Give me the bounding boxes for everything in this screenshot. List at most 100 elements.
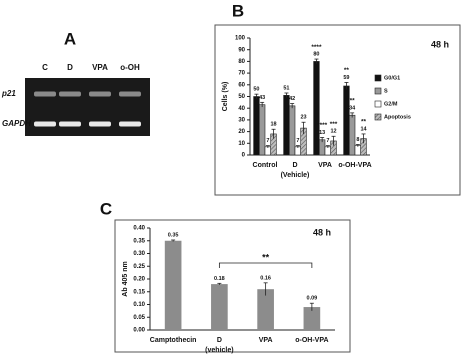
value-label: 80 [313,52,319,58]
value-label: 43 [259,95,265,101]
chart-title: 48 h [313,227,331,237]
error-bar [263,282,268,296]
x-tick-label: D [292,162,297,169]
bar [253,96,260,156]
significance: **** [311,44,322,51]
error-bar [284,92,289,98]
significance: ** [350,98,356,105]
bar [264,146,271,156]
band [34,91,56,97]
legend-swatch [374,74,382,82]
row-label: p21 [1,89,16,98]
error-bar [314,58,319,64]
y-tick-label: 40 [238,106,245,112]
y-tick-label: 0.20 [133,277,145,283]
y-tick-label: 30 [238,117,245,123]
error-bar [350,112,355,118]
x-tick-label: Control [253,162,278,169]
legend-swatch [374,113,382,121]
y-axis-label: Ab 405 nm [122,261,129,296]
error-bar [271,128,276,139]
y-tick-label: 100 [235,36,246,42]
value-label: 7 [326,138,329,144]
frame [214,24,461,196]
band [119,121,141,127]
value-label: 0.35 [168,232,179,238]
bar [283,95,290,156]
bracket [218,262,313,268]
y-tick-label: 0.15 [133,289,145,295]
lane-label: VPA [92,63,108,72]
panel-label: C [100,199,112,218]
x-tick-label: VPA [318,162,332,169]
error-bar [331,135,336,146]
bar [324,146,331,156]
error-bar [361,133,366,144]
bar [354,145,361,156]
y-tick-label: 90 [238,47,245,53]
bar [211,284,228,330]
band [59,91,81,97]
bar [348,114,356,156]
frame [114,219,351,353]
value-label: 0.09 [307,296,318,302]
band [89,91,111,97]
value-label: 51 [283,85,289,91]
error-bar [320,137,325,143]
lane-label: C [42,63,48,72]
error-bar [290,103,295,109]
value-label: 7 [296,138,299,144]
y-tick-label: 60 [238,82,245,88]
legend-swatch [374,87,382,95]
y-tick-label: 10 [238,141,245,147]
x-tick-label: Camptothecin [150,337,197,344]
x-tick-label: o-OH-VPA [338,162,371,169]
value-label: 42 [289,96,295,102]
value-label: 14 [360,126,367,132]
value-label: 13 [319,130,325,136]
lane-label: o-OH [120,63,140,72]
bar [258,104,266,156]
legend-swatch [374,100,382,108]
error-bar [295,145,300,148]
value-label: 7 [266,138,269,144]
significance: ** [344,67,350,74]
value-label: 50 [253,87,259,93]
bar [294,146,301,156]
value-label: 0.18 [214,276,225,282]
legend-label: S [384,88,388,94]
error-bar [254,93,259,99]
chart-title: 48 h [431,39,449,49]
error-bar [309,302,314,311]
y-tick-label: 0.10 [133,302,145,308]
y-tick-label: 0.30 [133,251,145,257]
error-bar [171,239,176,242]
error-bar [344,82,349,90]
y-tick-label: 0.25 [133,264,145,270]
y-tick-label: 70 [238,71,245,77]
y-axis-label: Cells (%) [222,82,229,112]
gel [25,78,150,136]
y-tick-label: 0.05 [133,315,145,321]
significance: **** [317,122,328,129]
y-tick-label: 0.35 [133,238,145,244]
x-tick-label: o-OH-VPA [295,337,328,344]
y-tick-label: 80 [238,59,245,65]
bar [343,85,350,156]
band [59,121,81,127]
value-label: 0.16 [260,275,271,281]
legend-label: G0/G1 [384,75,400,81]
bar [303,307,321,330]
x-tick-sublabel: (Vehicle) [281,172,310,179]
error-bar [355,144,360,147]
x-tick-label: VPA [259,337,273,344]
bracket-label: ** [262,252,270,262]
panel-label: B [232,1,244,20]
value-label: 59 [343,75,349,81]
value-label: 12 [330,129,336,135]
error-bar [217,282,222,285]
x-tick-sublabel: (vehicle) [205,347,233,354]
value-label: 18 [270,122,276,128]
bar [288,105,296,156]
significance: ** [361,119,367,126]
